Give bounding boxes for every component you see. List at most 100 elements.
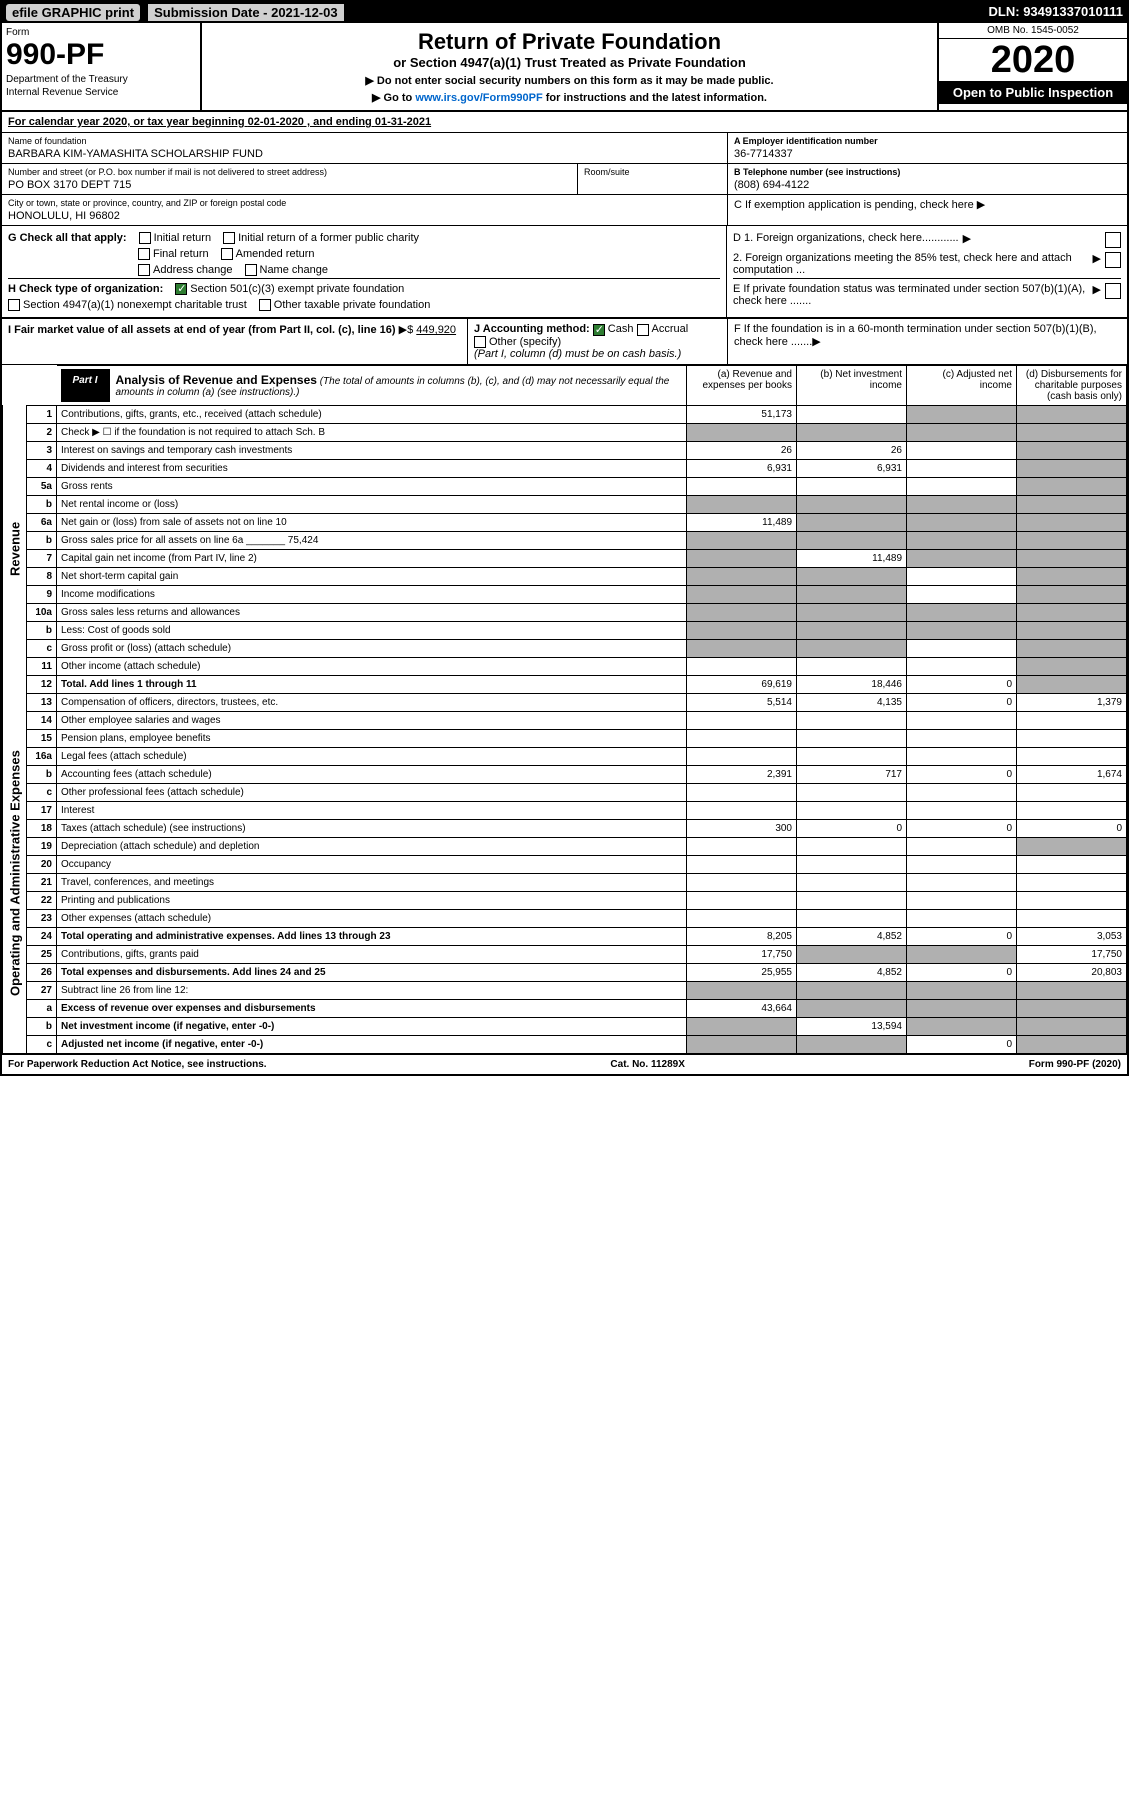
cell-value [907,639,1017,657]
row-number: 3 [27,441,57,459]
cell-value [1017,549,1127,567]
cell-value [907,873,1017,891]
cell-value [907,405,1017,423]
row-description: Contributions, gifts, grants, etc., rece… [57,405,687,423]
cell-value [687,873,797,891]
cell-value [907,477,1017,495]
cell-value [1017,783,1127,801]
row-description: Other employee salaries and wages [57,711,687,729]
form-footer-label: Form 990-PF (2020) [1029,1059,1121,1070]
table-row: 21Travel, conferences, and meetings [3,873,1127,891]
cell-value [907,495,1017,513]
top-bar: efile GRAPHIC print Submission Date - 20… [2,2,1127,23]
cell-value [797,531,907,549]
table-row: 14Other employee salaries and wages [3,711,1127,729]
year-begin: 02-01-2020 [248,116,304,128]
cell-value: 1,674 [1017,765,1127,783]
foundation-name-label: Name of foundation [8,136,721,146]
cell-value: 6,931 [797,459,907,477]
cell-value [1017,1017,1127,1035]
cell-value: 8,205 [687,927,797,945]
row-number: 4 [27,459,57,477]
cell-value: 2,391 [687,765,797,783]
address-value: PO BOX 3170 DEPT 715 [8,179,571,191]
irs-link[interactable]: www.irs.gov/Form990PF [415,92,542,104]
cash-checkbox[interactable] [593,324,605,336]
name-change-checkbox[interactable] [245,264,257,276]
cell-value [687,1035,797,1053]
row-number: 1 [27,405,57,423]
row-description: Gross profit or (loss) (attach schedule) [57,639,687,657]
row-number: 26 [27,963,57,981]
amended-return-checkbox[interactable] [221,248,233,260]
cell-value [1017,423,1127,441]
row-description: Net rental income or (loss) [57,495,687,513]
row-number: 15 [27,729,57,747]
cell-value [797,999,907,1017]
cell-value [687,747,797,765]
cell-value [1017,1035,1127,1053]
col-c-header: (c) Adjusted net income [907,365,1017,405]
cell-value [907,441,1017,459]
row-number: 22 [27,891,57,909]
efile-print-button[interactable]: efile GRAPHIC print [6,4,140,21]
e-checkbox[interactable] [1105,283,1121,299]
other-method-checkbox[interactable] [474,336,486,348]
section-j-label: J Accounting method: [474,323,590,335]
table-row: 7Capital gain net income (from Part IV, … [3,549,1127,567]
table-row: bLess: Cost of goods sold [3,621,1127,639]
cell-value [687,639,797,657]
form-header: Form 990-PF Department of the Treasury I… [2,23,1127,112]
table-row: 15Pension plans, employee benefits [3,729,1127,747]
cell-value [907,801,1017,819]
cell-value [797,585,907,603]
cell-value [1017,603,1127,621]
row-number: 17 [27,801,57,819]
cell-value: 0 [907,765,1017,783]
cell-value: 4,852 [797,927,907,945]
row-number: 16a [27,747,57,765]
accrual-checkbox[interactable] [637,324,649,336]
row-number: 14 [27,711,57,729]
calendar-year-row: For calendar year 2020, or tax year begi… [2,112,1127,133]
table-row: bNet rental income or (loss) [3,495,1127,513]
4947a1-checkbox[interactable] [8,299,20,311]
d1-checkbox[interactable] [1105,232,1121,248]
row-number: 10a [27,603,57,621]
row-number: c [27,783,57,801]
initial-return-checkbox[interactable] [139,232,151,244]
cell-value [687,567,797,585]
table-row: 25Contributions, gifts, grants paid17,75… [3,945,1127,963]
page-footer: For Paperwork Reduction Act Notice, see … [2,1054,1127,1074]
row-description: Occupancy [57,855,687,873]
table-row: 9Income modifications [3,585,1127,603]
final-return-checkbox[interactable] [138,248,150,260]
row-description: Legal fees (attach schedule) [57,747,687,765]
cell-value [687,603,797,621]
d2-checkbox[interactable] [1105,252,1121,268]
row-number: b [27,765,57,783]
row-number: 24 [27,927,57,945]
table-row: 4Dividends and interest from securities6… [3,459,1127,477]
cell-value [907,855,1017,873]
address-change-checkbox[interactable] [138,264,150,276]
table-row: bGross sales price for all assets on lin… [3,531,1127,549]
row-description: Total. Add lines 1 through 11 [57,675,687,693]
row-description: Pension plans, employee benefits [57,729,687,747]
other-taxable-checkbox[interactable] [259,299,271,311]
row-number: b [27,495,57,513]
cell-value [797,477,907,495]
paperwork-notice: For Paperwork Reduction Act Notice, see … [8,1059,267,1070]
cell-value [1017,639,1127,657]
initial-public-charity-checkbox[interactable] [223,232,235,244]
cell-value [1017,405,1127,423]
row-description: Gross sales less returns and allowances [57,603,687,621]
cell-value [687,837,797,855]
501c3-checkbox[interactable] [175,283,187,295]
row-description: Interest [57,801,687,819]
cell-value [687,531,797,549]
cell-value [907,459,1017,477]
cell-value: 17,750 [1017,945,1127,963]
row-number: 5a [27,477,57,495]
cell-value [1017,855,1127,873]
